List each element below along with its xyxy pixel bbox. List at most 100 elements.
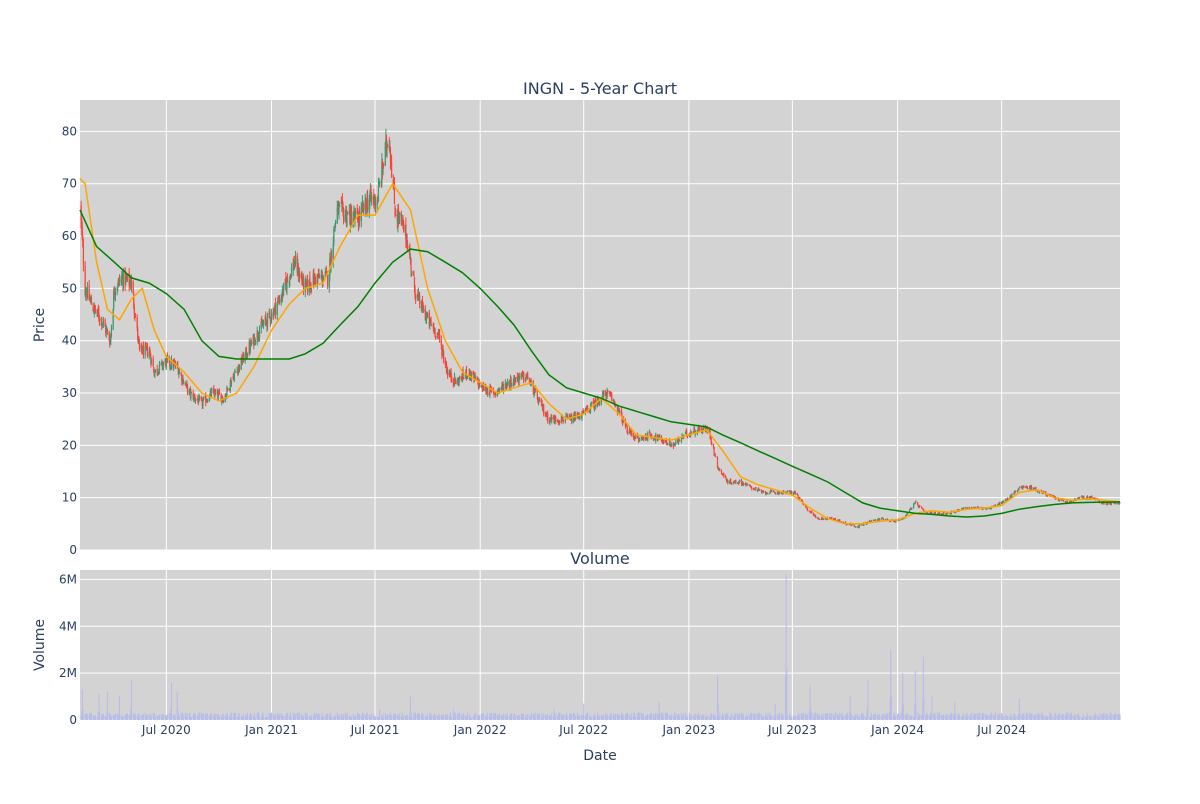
volume-bar	[278, 714, 280, 720]
volume-bar	[798, 716, 800, 720]
volume-bar	[133, 712, 135, 720]
volume-bar	[961, 716, 963, 720]
volume-bar	[254, 716, 257, 720]
volume-bar	[1065, 714, 1067, 720]
volume-bar	[1042, 716, 1044, 720]
volume-bar	[815, 712, 817, 720]
volume-bar	[463, 713, 465, 720]
volume-bar	[1071, 715, 1073, 720]
volume-bar	[1030, 714, 1032, 720]
price-candle-body	[410, 259, 412, 271]
volume-bar	[186, 713, 188, 720]
volume-bar	[662, 712, 664, 720]
volume-y-axis-label: Volume	[32, 619, 48, 671]
volume-bar	[666, 712, 668, 720]
volume-bar	[630, 716, 632, 720]
volume-bar	[1069, 713, 1071, 720]
price-candle-body	[552, 416, 555, 419]
price-candle-body	[933, 512, 935, 515]
volume-bar	[998, 714, 1000, 720]
price-candle-body	[747, 483, 749, 485]
volume-bar	[441, 716, 444, 720]
volume-bar	[575, 715, 577, 720]
volume-bar	[653, 717, 655, 720]
volume-bar	[192, 713, 194, 720]
volume-bar	[194, 713, 196, 720]
volume-bar	[674, 712, 676, 720]
volume-bar	[308, 717, 310, 720]
volume-bar	[208, 715, 210, 720]
price-candle-body	[125, 274, 127, 278]
volume-bar	[1101, 713, 1103, 720]
volume-bar	[889, 698, 891, 720]
volume-bar	[706, 716, 708, 720]
volume-bar	[1103, 712, 1105, 720]
volume-bar	[639, 712, 641, 720]
volume-bar	[326, 713, 328, 720]
price-candle-body	[765, 493, 767, 495]
price-candle-body	[1063, 500, 1065, 502]
volume-bar	[971, 712, 973, 720]
price-candle-body	[649, 432, 651, 436]
price-candle-body	[244, 353, 246, 362]
volume-bar	[180, 712, 182, 720]
volume-bar	[530, 717, 532, 720]
price-candle-body	[883, 519, 885, 521]
volume-bar	[281, 715, 283, 720]
volume-bar	[661, 712, 663, 720]
volume-bar	[236, 717, 238, 720]
volume-bar	[925, 714, 927, 720]
volume-bar	[233, 712, 235, 720]
volume-bar	[496, 715, 498, 720]
price-candle-body	[999, 502, 1001, 506]
price-candle-body	[789, 491, 791, 494]
volume-bar	[81, 710, 83, 720]
volume-bar	[220, 716, 222, 720]
price-candle-body	[719, 469, 721, 470]
volume-bar	[381, 715, 383, 720]
price-candle-body	[276, 303, 278, 316]
price-candle-body	[193, 394, 195, 400]
volume-bar	[998, 716, 1000, 720]
volume-bar	[1013, 714, 1015, 720]
volume-bar	[289, 716, 291, 720]
volume-bar	[298, 714, 301, 720]
price-candle-body	[1062, 500, 1064, 502]
volume-bar	[461, 716, 464, 720]
price-candle-body	[679, 440, 681, 442]
volume-bar	[913, 717, 915, 720]
volume-bar	[642, 713, 644, 720]
volume-bar	[859, 714, 861, 720]
volume-bar	[1033, 716, 1035, 720]
price-candle-body	[599, 402, 601, 404]
volume-bar	[845, 714, 847, 720]
volume-bar	[934, 716, 936, 720]
volume-bar	[806, 716, 808, 720]
volume-bar	[1057, 715, 1059, 720]
price-candle-body	[1081, 496, 1083, 498]
volume-bar	[917, 712, 919, 720]
volume-bar	[736, 713, 739, 720]
volume-bar	[447, 714, 449, 720]
price-candle-body	[273, 306, 275, 314]
volume-bar	[458, 712, 460, 720]
volume-bar	[1054, 717, 1056, 720]
volume-bar	[460, 714, 462, 720]
volume-bar	[714, 716, 716, 720]
price-candle-body	[374, 202, 377, 209]
price-candle-body	[435, 336, 437, 337]
volume-bar	[926, 713, 928, 720]
volume-bar	[311, 715, 313, 720]
volume-bar	[970, 717, 972, 720]
price-candle-body	[430, 319, 432, 325]
price-candle-body	[125, 276, 127, 283]
volume-bar	[1061, 713, 1063, 720]
volume-bar	[670, 716, 672, 720]
price-candle-body	[651, 434, 653, 438]
volume-bar	[1085, 717, 1087, 720]
price-candle-body	[462, 370, 464, 377]
price-candle-body	[330, 250, 333, 259]
price-candle-body	[1037, 491, 1039, 493]
price-candle-body	[310, 288, 313, 290]
volume-bar	[497, 716, 499, 720]
